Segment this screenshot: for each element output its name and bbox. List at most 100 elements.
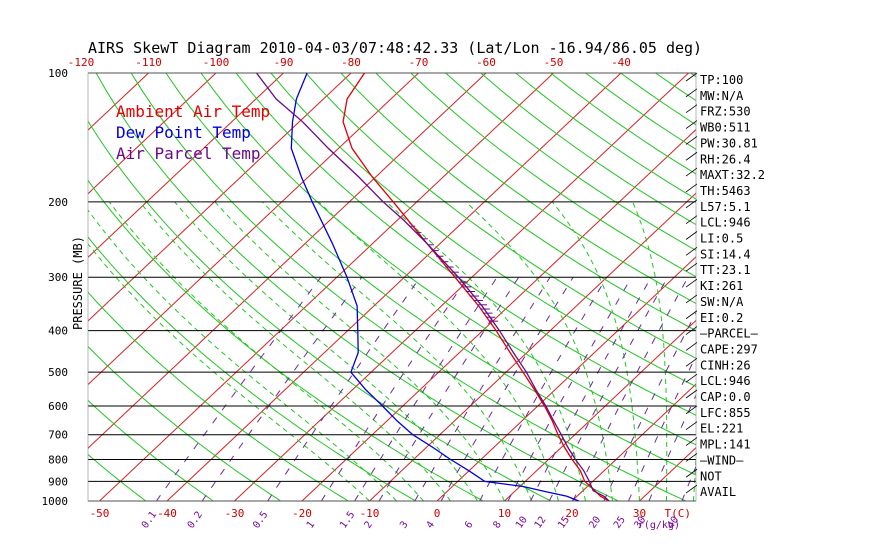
mixing-ratio-label: 6 [463,519,475,530]
mixing-ratio-label: 8 [491,519,503,530]
index-value: FRZ:530 [700,105,751,119]
isotherm-line [0,73,81,501]
bottom-temp-tick-label: -30 [225,507,245,520]
mixing-ratio-label: 10 [514,515,530,531]
legend-entry: Air Parcel Temp [116,144,261,163]
mixing-ratio-label: 0.2 [186,510,205,531]
bottom-temp-tick-label: 20 [565,507,578,520]
index-value: —WIND— [700,453,744,467]
moist-adiabat-line [261,201,532,501]
index-tick [685,247,698,256]
pressure-tick-label: 800 [48,454,68,467]
isotherm-line [369,192,696,501]
index-tick [685,199,698,209]
pressure-tick-label: 100 [48,67,68,80]
mixing-ratio-line [320,276,469,501]
top-temp-tick-label: -120 [68,56,95,69]
dry-adiabat-line [88,179,484,501]
dry-adiabat-line [95,73,619,501]
index-value: LCL:946 [700,216,751,230]
dry-adiabat-line [88,399,214,501]
index-value: WB0:511 [700,121,751,135]
index-value: TH:5463 [700,184,751,198]
legend: Ambient Air Temp Dew Point Temp Air Parcel… [116,102,270,163]
dry-adiabat-line [88,345,281,501]
isotherm-line [436,256,696,501]
top-temp-tick-label: -50 [544,56,564,69]
moist-adiabat-line [108,201,424,501]
index-tick [685,104,698,114]
index-tick [685,373,698,383]
index-tick [685,437,698,446]
index-tick [685,326,698,335]
mixing-ratio-line [440,276,574,501]
isotherm-line [88,73,487,449]
mixing-ratio-label: 20 [587,515,603,531]
index-tick [685,405,698,415]
plot-frame [87,72,697,502]
index-tick [685,453,698,462]
index-tick [685,151,698,161]
isotherm-line [504,319,696,501]
isotherm-line [234,73,689,501]
isotherm-line [301,128,696,501]
isobars [87,72,697,502]
moist-adiabat-line [632,201,668,501]
pressure-tick-label: 400 [48,325,68,338]
bottom-temp-tick-label: 0 [434,507,441,520]
index-value: CINH:26 [700,358,751,372]
mixing-ratio-line [572,276,689,501]
pressure-tick-label: 600 [48,400,68,413]
bottom-temp-tick-label: 30 [633,507,646,520]
mixing-ratio-label: 12 [533,515,549,531]
mixing-ratio-line [603,311,696,501]
index-value: LFC:855 [700,406,751,420]
index-tick [685,342,698,351]
index-value: NOT [700,469,722,483]
series-line [342,73,610,501]
mixing-ratio-label: 25 [612,515,628,531]
index-value: KI:261 [700,279,743,293]
mixing-ratio-line [354,276,498,501]
isotherm-line [0,73,14,501]
index-tick [685,167,698,177]
index-value: RH:26.4 [700,152,751,166]
index-value: EI:0.2 [700,311,743,325]
index-tick [685,183,698,193]
mixing-ratio-unit-label: r(g/kg) [638,520,680,531]
isotherm-line [166,73,622,501]
mixing-ratio-line [507,276,633,501]
dry-adiabat-line [760,73,870,501]
bottom-temp-tick-label: -10 [360,507,380,520]
index-tick [685,484,698,494]
top-temp-tick-label: -70 [409,56,429,69]
top-temp-tick-label: -100 [203,56,230,69]
index-value: PW:30.81 [700,136,758,150]
mixing-ratio-line [267,276,421,501]
pressure-tick-label: 300 [48,271,68,284]
mixing-ratio-line [530,276,652,501]
dry-adiabat-line [130,73,686,501]
index-tick [685,215,698,224]
pressure-tick-label: 500 [48,366,68,379]
index-tick [685,357,698,367]
chart-title: AIRS SkewT Diagram 2010-04-03/07:48:42.3… [88,39,702,57]
dry-adiabat-line [165,73,696,476]
dry-adiabat-line [795,73,870,501]
isotherm-line [88,73,217,195]
index-value: MAXT:32.2 [700,168,765,182]
series-line [255,73,610,501]
mixing-ratio-label: 2 [363,519,375,530]
index-value: MW:N/A [700,89,744,103]
index-tick [685,468,698,478]
index-tick [685,120,698,129]
index-tick [685,278,698,288]
top-temp-tick-label: -80 [341,56,361,69]
top-temp-tick-label: -110 [135,56,162,69]
pressure-tick-label: 700 [48,429,68,442]
index-value: LI:0.5 [700,232,743,246]
dry-adiabat-line [88,120,551,501]
mixing-ratio-label: 3 [398,519,410,530]
index-tick [685,421,698,431]
